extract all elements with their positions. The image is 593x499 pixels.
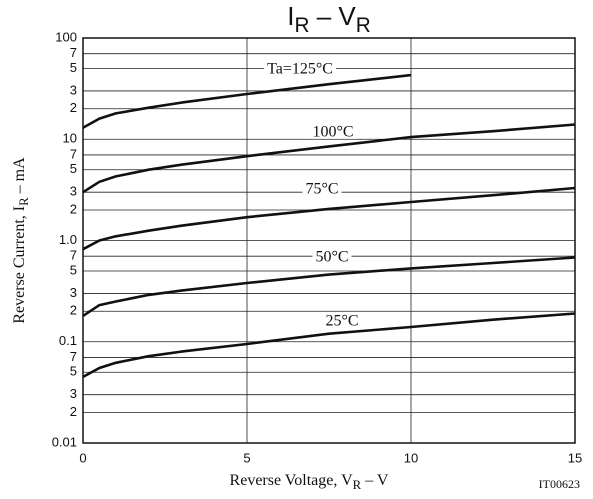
y-tick-label: 3	[70, 82, 77, 97]
curve	[82, 312, 576, 379]
plot-frame	[82, 37, 576, 444]
y-tick-label: 3	[70, 386, 77, 401]
text-part: R	[353, 478, 362, 492]
y-tick-label: 2	[70, 100, 77, 115]
x-tick-label: 0	[79, 450, 86, 465]
y-tick-label: 7	[70, 349, 77, 364]
label-background	[302, 182, 342, 196]
text-part: Reverse Current, I	[11, 206, 28, 324]
text-part: – V	[309, 1, 356, 31]
label-background	[309, 125, 357, 139]
y-axis-title: Reverse Current, IR – mA	[11, 157, 31, 324]
label-background	[264, 62, 336, 76]
x-tick-label: 10	[404, 450, 418, 465]
curve	[82, 73, 412, 129]
text-part: R	[356, 13, 371, 36]
x-axis-title: Reverse Voltage, VR – V	[230, 472, 389, 492]
y-tick-label: 7	[70, 248, 77, 263]
text-part: Reverse Voltage, V	[230, 472, 354, 489]
y-tick-label: 10	[63, 131, 77, 146]
y-tick-label: 2	[70, 201, 77, 216]
y-tick-label: 5	[70, 262, 77, 277]
text-part: R	[294, 13, 309, 36]
figure-code: IT00623	[539, 477, 580, 491]
series-label: 25°C	[325, 313, 358, 330]
y-tick-label: 0.1	[59, 333, 77, 348]
series-label: 50°C	[315, 249, 348, 266]
y-tick-label: 0.01	[52, 434, 77, 449]
series-label: Ta=125°C	[267, 61, 333, 78]
text-part: – V	[361, 472, 389, 489]
text-part: I	[287, 1, 294, 31]
y-tick-label: 5	[70, 364, 77, 379]
y-tick-label: 3	[70, 285, 77, 300]
x-tick-label: 15	[568, 450, 582, 465]
label-background	[312, 250, 352, 264]
y-tick-label: 100	[55, 29, 77, 44]
y-tick-label: 2	[70, 303, 77, 318]
series-label: 100°C	[312, 124, 353, 141]
series-label: 75°C	[305, 181, 338, 198]
curve	[82, 123, 576, 194]
chart-title: IR – VR	[287, 1, 371, 36]
y-tick-label: 5	[70, 161, 77, 176]
y-tick-label: 2	[70, 404, 77, 419]
x-tick-label: 5	[243, 450, 250, 465]
text-part: – mA	[11, 157, 28, 197]
text-part: R	[17, 197, 31, 206]
y-tick-label: 3	[70, 184, 77, 199]
y-tick-label: 7	[70, 146, 77, 161]
curve	[82, 186, 576, 251]
curve	[82, 256, 576, 317]
y-tick-label: 5	[70, 60, 77, 75]
y-tick-label: 1.0	[59, 232, 77, 247]
y-tick-label: 7	[70, 45, 77, 60]
label-background	[322, 314, 362, 328]
